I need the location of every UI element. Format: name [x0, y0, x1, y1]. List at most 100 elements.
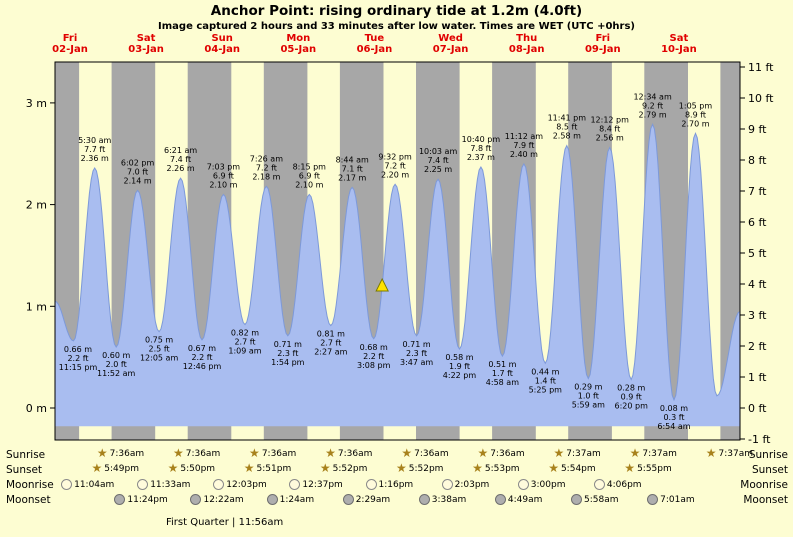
low-tide-label: 2.7 ft	[320, 339, 341, 348]
sunrise-time: 7:36am	[337, 449, 373, 459]
low-tide-label: 1.4 ft	[535, 376, 556, 385]
high-tide-label: 9.2 ft	[642, 101, 663, 110]
day-label-date: 07-Jan	[433, 44, 469, 55]
moonset-entry: 5:58am	[571, 494, 619, 505]
high-tide-label: 12:12 pm	[590, 116, 629, 125]
sunset-star-icon: ★	[243, 461, 255, 475]
moonrise-time: 11:33am	[150, 479, 191, 490]
sunset-time: 5:55pm	[637, 464, 672, 474]
y-axis-label-right: 8 ft	[748, 154, 767, 167]
moonrise-entry: 12:03pm	[213, 479, 267, 490]
moonset-label-right: Moonset	[743, 494, 788, 506]
day-label-name: Sun	[211, 33, 232, 44]
chart-title: Anchor Point: rising ordinary tide at 1.…	[210, 3, 583, 19]
high-tide-label: 8:44 am	[336, 155, 369, 164]
high-tide-label: 7.2 ft	[385, 161, 406, 170]
low-tide-label: 0.28 m	[617, 384, 645, 393]
day-label-date: 08-Jan	[509, 44, 545, 55]
sunrise-entry: ★ 7:36am	[325, 446, 373, 460]
low-tide-label: 0.3 ft	[663, 413, 684, 422]
sunrise-time: 7:36am	[109, 449, 145, 459]
low-tide-label: 0.71 m	[403, 340, 431, 349]
moonset-entries: 11:24pm 12:22am 1:24am 2:29am 3:38am 4:49am 5:…	[0, 493, 793, 508]
high-tide-label: 2.58 m	[553, 132, 581, 141]
high-tide-label: 8.9 ft	[685, 110, 706, 119]
moonset-entry: 7:01am	[647, 494, 695, 505]
low-tide-label: 11:52 am	[97, 369, 136, 378]
y-axis-label-left: 0 m	[26, 402, 47, 415]
y-axis-label-right: 7 ft	[748, 185, 767, 198]
sunset-entries: ★ 5:49pm ★ 5:50pm ★ 5:51pm ★ 5:52pm ★ 5:52pm ★ 5:53…	[0, 461, 793, 478]
moonrise-time: 4:06pm	[606, 479, 642, 490]
low-tide-label: 2.7 ft	[234, 338, 255, 347]
low-tide-label: 6:20 pm	[615, 402, 649, 411]
chart-subtitle: Image captured 2 hours and 33 minutes af…	[158, 21, 635, 32]
sunset-time: 5:54pm	[560, 464, 596, 474]
low-tide-label: 2.2 ft	[67, 354, 88, 363]
low-tide-label: 0.51 m	[488, 360, 516, 369]
day-label-name: Tue	[365, 33, 385, 44]
moonset-circle-icon	[342, 494, 354, 505]
sunset-entry: ★ 5:55pm	[624, 462, 672, 474]
sunset-entry: ★ 5:52pm	[320, 462, 368, 474]
sunset-entry: ★ 5:53pm	[472, 462, 519, 474]
moonrise-entry: 11:33am	[137, 479, 190, 490]
moonrise-circle-icon	[517, 479, 529, 490]
sunset-star-icon: ★	[548, 461, 559, 475]
moonrise-time: 11:04am	[74, 479, 115, 490]
sunset-time: 5:52pm	[332, 464, 368, 474]
moonrise-circle-icon	[365, 479, 377, 490]
low-tide-label: 2.3 ft	[277, 349, 298, 358]
sunrise-star-icon: ★	[249, 446, 260, 460]
sunrise-entry: ★ 7:37am	[630, 447, 677, 459]
sunrise-time: 7:37am	[566, 449, 601, 459]
sunrise-entry: ★ 7:36am	[249, 446, 297, 460]
moonrise-label-left: Moonrise	[6, 479, 54, 491]
day-label-name: Fri	[63, 33, 78, 44]
low-tide-label: 1.9 ft	[449, 362, 470, 371]
low-tide-label: 0.68 m	[360, 343, 388, 352]
high-tide-label: 7.8 ft	[470, 144, 491, 153]
moonrise-time: 1:16pm	[378, 479, 414, 490]
low-tide-label: 0.58 m	[445, 353, 473, 362]
low-tide-label: 0.66 m	[64, 345, 92, 354]
high-tide-label: 7.1 ft	[342, 164, 363, 173]
low-tide-label: 2.2 ft	[191, 353, 212, 362]
low-tide-label: 0.82 m	[231, 329, 259, 338]
moonset-time: 12:22am	[203, 494, 244, 505]
sunrise-star-icon: ★	[325, 446, 336, 460]
moonset-circle-icon	[571, 494, 582, 505]
sunrise-entry: ★ 7:36am	[477, 447, 524, 459]
low-tide-label: 0.81 m	[317, 330, 345, 339]
sunrise-time: 7:37am	[642, 449, 677, 459]
moonrise-label-right: Moonrise	[740, 479, 788, 491]
high-tide-label: 6.9 ft	[213, 171, 234, 180]
high-tide-label: 2.26 m	[167, 164, 195, 173]
moonset-time: 4:49am	[507, 494, 543, 505]
sunset-time: 5:50pm	[180, 464, 216, 474]
sunset-label-right: Sunset	[751, 464, 788, 476]
y-axis-label-right: 3 ft	[748, 309, 767, 322]
sunrise-time: 7:36am	[261, 449, 297, 459]
moonrise-entry: 3:00pm	[517, 479, 565, 490]
low-tide-label: 1:09 am	[228, 347, 261, 356]
sunset-star-icon: ★	[167, 461, 179, 475]
moonrise-time: 12:03pm	[226, 479, 267, 490]
sunset-time: 5:52pm	[408, 464, 444, 474]
high-tide-label: 7:03 pm	[207, 162, 241, 171]
day-label-name: Sat	[670, 33, 689, 44]
low-tide-label: 2:27 am	[314, 348, 347, 357]
sunset-star-icon: ★	[91, 461, 103, 475]
low-tide-label: 0.44 m	[531, 367, 559, 376]
y-axis-label-right: 0 ft	[748, 402, 767, 415]
moonset-circle-icon	[266, 494, 278, 505]
moonset-circle-icon	[494, 494, 506, 505]
sunset-entry: ★ 5:54pm	[548, 461, 596, 475]
moonrise-circle-icon	[289, 479, 301, 490]
high-tide-label: 9:32 pm	[378, 152, 412, 161]
day-label-name: Thu	[516, 33, 537, 44]
high-tide-label: 8:15 pm	[293, 162, 327, 171]
low-tide-label: 1.7 ft	[492, 369, 513, 378]
sunset-star-icon: ★	[395, 461, 407, 475]
high-tide-label: 11:41 pm	[548, 114, 587, 123]
